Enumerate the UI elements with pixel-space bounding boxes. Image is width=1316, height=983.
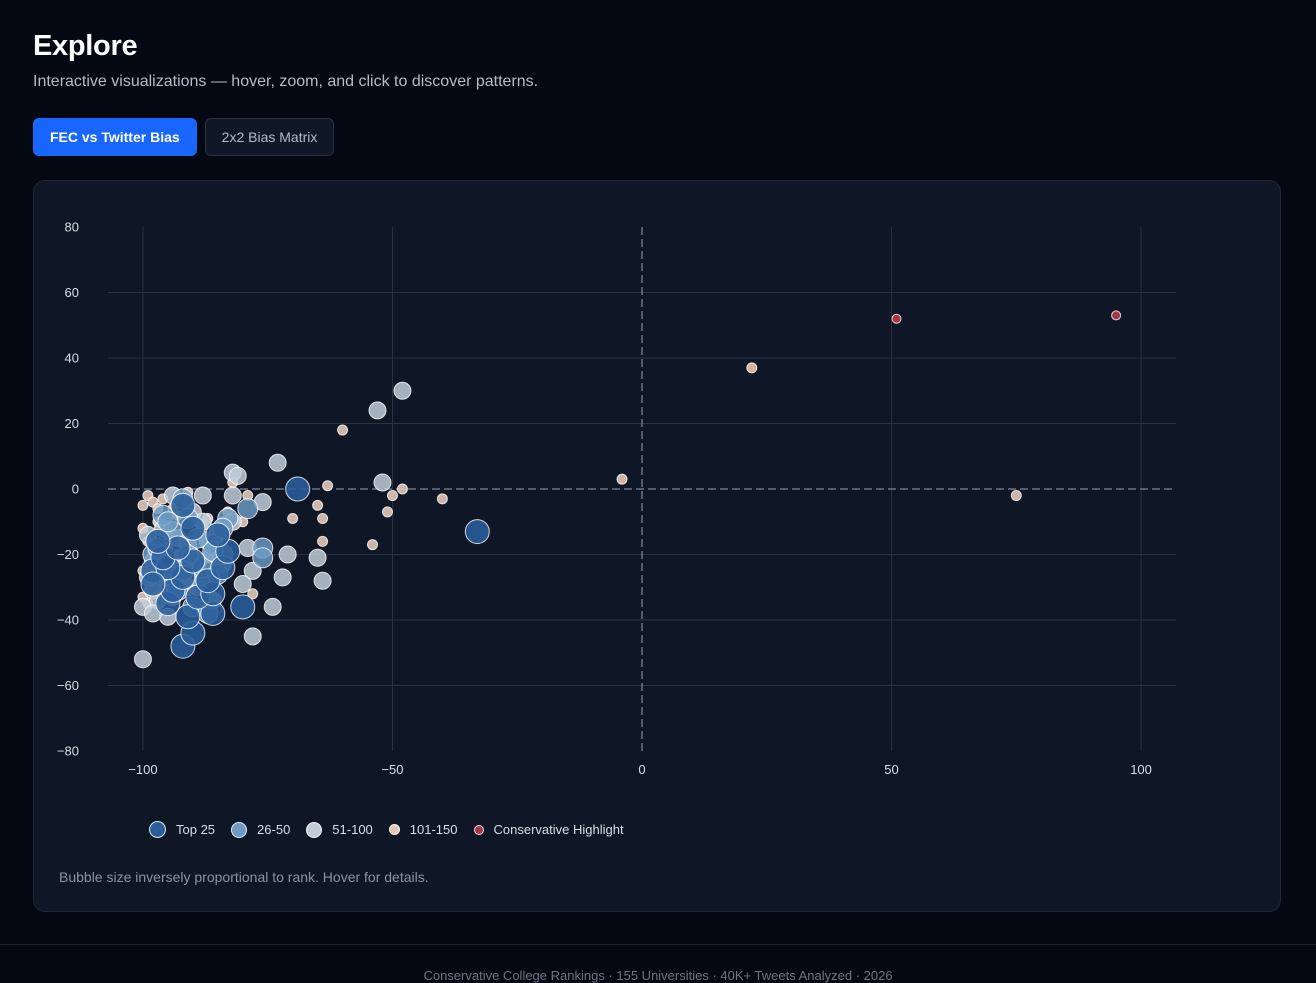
tab-2x2-bias-matrix[interactable]: 2x2 Bias Matrix: [204, 118, 335, 156]
data-point[interactable]: [228, 466, 247, 485]
data-point[interactable]: [381, 506, 393, 518]
data-point[interactable]: [393, 381, 412, 400]
legend-label-conservative-highlight: Conservative Highlight: [493, 822, 624, 837]
data-point[interactable]: [237, 498, 259, 520]
legend-swatch-101-150: [388, 824, 400, 835]
data-point[interactable]: [308, 548, 327, 567]
data-point[interactable]: [746, 362, 758, 374]
page-subtitle: Interactive visualizations — hover, zoom…: [33, 73, 539, 90]
series-conservative-highlight: [891, 310, 1122, 324]
chart-note: Bubble size inversely proportional to ra…: [59, 869, 429, 885]
data-point[interactable]: [170, 492, 196, 518]
legend-item-top-25[interactable]: Top 25: [149, 821, 215, 838]
data-point[interactable]: [180, 515, 206, 541]
data-point[interactable]: [175, 604, 201, 630]
y-tick-label: −80: [57, 744, 79, 759]
legend-label-101-150: 101-150: [409, 822, 458, 837]
data-point[interactable]: [313, 571, 332, 590]
y-tick-label: −40: [57, 613, 79, 628]
legend-swatch-26-50: [231, 821, 248, 838]
data-point[interactable]: [386, 490, 398, 502]
data-point[interactable]: [891, 313, 902, 324]
legend-label-top-25: Top 25: [176, 822, 216, 837]
data-point[interactable]: [278, 545, 297, 564]
data-point[interactable]: [373, 473, 392, 492]
data-point[interactable]: [252, 547, 274, 569]
data-point[interactable]: [285, 476, 311, 502]
y-tick-label: 0: [72, 482, 79, 497]
data-point[interactable]: [145, 528, 171, 554]
data-point[interactable]: [268, 453, 287, 472]
page-title: Explore: [33, 30, 138, 62]
x-tick-label: −100: [128, 762, 157, 777]
legend-label-51-100: 51-100: [332, 822, 373, 837]
data-point[interactable]: [243, 561, 262, 580]
data-point[interactable]: [247, 588, 259, 600]
data-point[interactable]: [137, 499, 149, 511]
chart-card: −100 −50 0 50 100 −80 −60 −40 −20 0 20 40 60 80 Top 2…: [33, 180, 1281, 912]
chart-legend: Top 25 26-50 51-100 101-150 Conservative…: [149, 821, 624, 838]
y-tick-label: 40: [65, 351, 79, 366]
data-point[interactable]: [263, 597, 282, 616]
data-point[interactable]: [230, 594, 256, 620]
legend-swatch-top-25: [149, 821, 166, 838]
footer-divider: [0, 944, 1316, 945]
x-tick-label: −50: [381, 762, 403, 777]
y-tick-label: 20: [65, 416, 79, 431]
legend-item-101-150[interactable]: 101-150: [388, 822, 458, 837]
data-point[interactable]: [223, 486, 242, 505]
data-point[interactable]: [616, 473, 628, 485]
data-point[interactable]: [317, 512, 329, 524]
x-tick-label: 0: [638, 762, 645, 777]
view-tabs: FEC vs Twitter Bias 2x2 Bias Matrix: [33, 118, 335, 156]
data-point[interactable]: [193, 486, 212, 505]
data-point[interactable]: [133, 650, 152, 669]
data-point[interactable]: [205, 522, 231, 548]
y-tick-label: −60: [57, 678, 79, 693]
data-point[interactable]: [464, 519, 490, 545]
legend-item-conservative-highlight[interactable]: Conservative Highlight: [473, 822, 624, 837]
legend-label-26-50: 26-50: [257, 822, 291, 837]
data-point[interactable]: [317, 535, 329, 547]
y-tick-label: 80: [65, 220, 79, 235]
data-point[interactable]: [233, 574, 252, 593]
data-point[interactable]: [396, 483, 408, 495]
data-point[interactable]: [1111, 310, 1122, 321]
legend-swatch-conservative-highlight: [473, 824, 484, 835]
data-point[interactable]: [243, 627, 262, 646]
data-point[interactable]: [1010, 490, 1022, 502]
data-point[interactable]: [322, 480, 334, 492]
series-top-25: [140, 476, 490, 659]
y-tick-label: −20: [57, 547, 79, 562]
bias-scatter-chart[interactable]: −100 −50 0 50 100 −80 −60 −40 −20 0 20 40 60 80: [34, 181, 1282, 801]
legend-swatch-51-100: [306, 821, 323, 838]
legend-item-51-100[interactable]: 51-100: [306, 821, 373, 838]
data-point[interactable]: [312, 499, 324, 511]
data-point[interactable]: [337, 424, 349, 436]
x-tick-label: 50: [884, 762, 898, 777]
data-point[interactable]: [273, 568, 292, 587]
data-point[interactable]: [368, 401, 387, 420]
tab-fec-vs-twitter-bias[interactable]: FEC vs Twitter Bias: [33, 118, 197, 156]
x-tick-label: 100: [1130, 762, 1152, 777]
series-101-150: [137, 362, 1022, 610]
data-point[interactable]: [140, 571, 166, 597]
data-point[interactable]: [287, 512, 299, 524]
data-point[interactable]: [436, 493, 448, 505]
y-tick-label: 60: [65, 285, 79, 300]
legend-item-26-50[interactable]: 26-50: [231, 821, 291, 838]
data-point[interactable]: [367, 539, 379, 551]
